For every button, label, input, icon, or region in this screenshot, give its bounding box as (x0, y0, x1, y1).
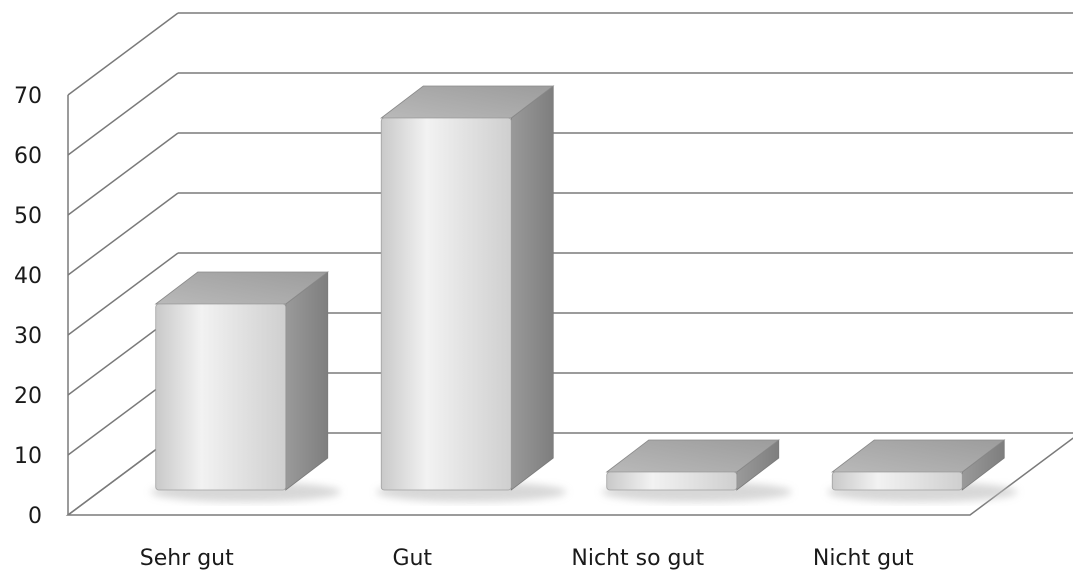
y-tick-label: 40 (14, 264, 42, 289)
y-tick-label: 70 (14, 84, 42, 109)
bar-side (286, 272, 328, 490)
bar (376, 86, 566, 502)
bar-front (832, 472, 962, 490)
y-tick-label: 20 (14, 384, 42, 409)
side-gridline (68, 133, 178, 215)
y-tick-label: 60 (14, 144, 42, 169)
bar (827, 440, 1017, 502)
y-tick-label: 50 (14, 204, 42, 229)
side-gridline (68, 193, 178, 275)
bar-front (381, 118, 511, 490)
x-category-label: Nicht so gut (571, 546, 704, 571)
bar (602, 440, 792, 502)
bars (151, 86, 1018, 502)
bar-front (607, 472, 737, 490)
x-category-label: Sehr gut (140, 546, 234, 571)
x-category-label: Nicht gut (813, 546, 914, 571)
y-axis-ticks: 0 10 20 30 40 50 60 70 (14, 84, 42, 529)
y-tick-label: 30 (14, 324, 42, 349)
bar (151, 272, 341, 502)
bar-front (156, 304, 286, 490)
bar-side (511, 86, 553, 490)
x-category-label: Gut (392, 546, 432, 571)
side-gridline (68, 13, 178, 95)
x-axis-categories: Sehr gut Gut Nicht so gut Nicht gut (140, 546, 914, 571)
y-tick-label: 10 (14, 444, 42, 469)
y-tick-label: 0 (28, 504, 42, 529)
side-gridline (68, 73, 178, 155)
